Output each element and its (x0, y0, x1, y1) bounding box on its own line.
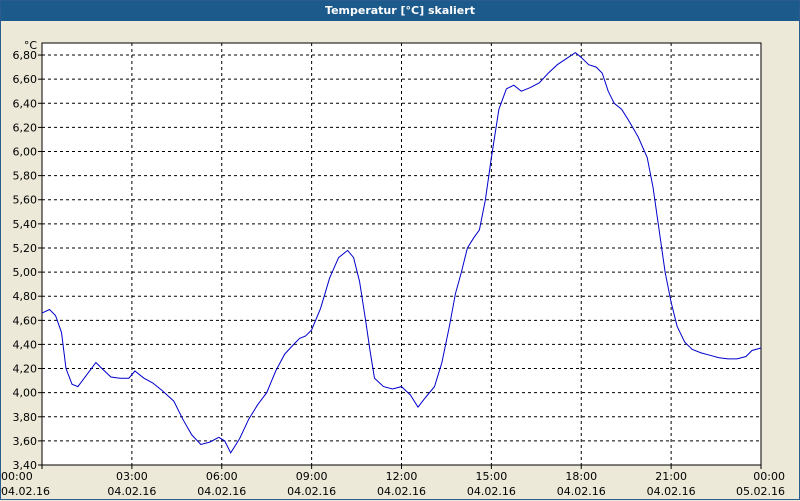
x-tick-date-label: 04.02.16 (1, 485, 50, 498)
x-tick-date-label: 04.02.16 (107, 485, 156, 498)
temperature-series-line (41, 51, 762, 454)
y-tick-label: 5,80 (13, 170, 38, 183)
x-tick-time-label: 03:00 (116, 470, 148, 483)
x-tick-date-label: 04.02.16 (287, 485, 336, 498)
y-tick-label: 6,80 (13, 49, 38, 62)
x-tick-date-label: 04.02.16 (647, 485, 696, 498)
x-tick-time-label: 06:00 (206, 470, 238, 483)
y-tick-label: 3,80 (13, 411, 38, 424)
x-tick-date-label: 05.02.16 (736, 485, 785, 498)
y-tick-label: 5,20 (13, 242, 38, 255)
y-tick-label: 4,40 (13, 338, 38, 351)
x-tick-time-label: 12:00 (386, 470, 418, 483)
y-axis-unit: °C (24, 39, 38, 52)
x-tick-date-label: 04.02.16 (557, 485, 606, 498)
chart-title: Temperatur [°C] skaliert (1, 1, 799, 21)
y-tick-label: 5,40 (13, 218, 38, 231)
x-tick-date-label: 04.02.16 (197, 485, 246, 498)
x-tick-time-label: 18:00 (565, 470, 597, 483)
y-tick-label: 6,60 (13, 73, 38, 86)
y-tick-label: 6,00 (13, 146, 38, 159)
y-tick-label: 3,40 (13, 459, 38, 472)
x-tick-time-label: 15:00 (476, 470, 508, 483)
y-tick-label: 4,60 (13, 314, 38, 327)
x-tick-time-label: 00:00 (753, 470, 785, 483)
x-tick-time-label: 09:00 (296, 470, 328, 483)
y-tick-label: 4,20 (13, 363, 38, 376)
y-tick-label: 6,40 (13, 97, 38, 110)
y-tick-label: 5,60 (13, 194, 38, 207)
y-tick-label: 6,20 (13, 121, 38, 134)
y-tick-label: 4,80 (13, 290, 38, 303)
x-tick-date-label: 04.02.16 (467, 485, 516, 498)
plot-frame (41, 42, 762, 466)
y-tick-label: 5,00 (13, 266, 38, 279)
x-tick-date-label: 04.02.16 (377, 485, 426, 498)
x-tick-time-label: 21:00 (655, 470, 687, 483)
y-tick-label: 3,60 (13, 435, 38, 448)
x-tick-time-label: 00:00 (1, 470, 33, 483)
y-tick-label: 4,00 (13, 387, 38, 400)
